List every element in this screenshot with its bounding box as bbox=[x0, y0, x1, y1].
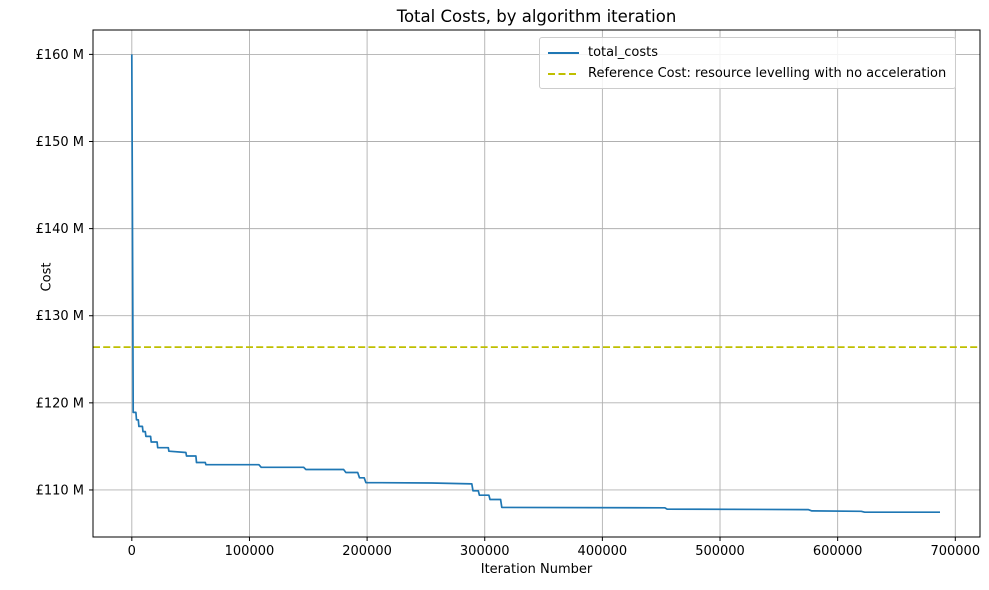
legend-item: total_costs bbox=[548, 42, 946, 63]
y-tick-label: £140 M bbox=[36, 222, 84, 237]
plot-area: 0 100000 200000 300000 400000 500000 600000 700… bbox=[36, 29, 981, 559]
y-tick-label: £160 M bbox=[36, 48, 84, 63]
x-tick-label: 600000 bbox=[813, 544, 863, 559]
x-axis-label: Iteration Number bbox=[480, 562, 593, 577]
x-tick-label: 0 bbox=[128, 544, 136, 559]
plot-svg: 0 100000 200000 300000 400000 500000 600000 700… bbox=[36, 29, 981, 559]
legend: total_costs Reference Cost: resource leve… bbox=[539, 37, 957, 89]
legend-item: Reference Cost: resource levelling with … bbox=[548, 63, 946, 84]
legend-dashed-line-sample bbox=[548, 72, 579, 75]
y-tick-label: £130 M bbox=[36, 309, 84, 324]
x-tick-label: 700000 bbox=[930, 544, 980, 559]
legend-label: Reference Cost: resource levelling with … bbox=[588, 66, 947, 81]
y-tick-label: £120 M bbox=[36, 396, 84, 411]
x-tick-label: 200000 bbox=[342, 544, 392, 559]
y-axis-label: Cost bbox=[39, 262, 55, 292]
y-tick-label: £110 M bbox=[36, 483, 84, 498]
plot-border bbox=[92, 29, 981, 538]
x-tick-label: 500000 bbox=[695, 544, 745, 559]
x-tick-label: 100000 bbox=[225, 544, 275, 559]
x-tick-label: 400000 bbox=[578, 544, 628, 559]
y-tick-label: £150 M bbox=[36, 135, 84, 150]
x-tick-label: 300000 bbox=[460, 544, 510, 559]
total-costs-line bbox=[130, 54, 940, 514]
chart-title: Total Costs, by algorithm iteration bbox=[396, 7, 677, 26]
legend-solid-line-sample bbox=[548, 51, 579, 54]
legend-label: total_costs bbox=[588, 45, 658, 60]
